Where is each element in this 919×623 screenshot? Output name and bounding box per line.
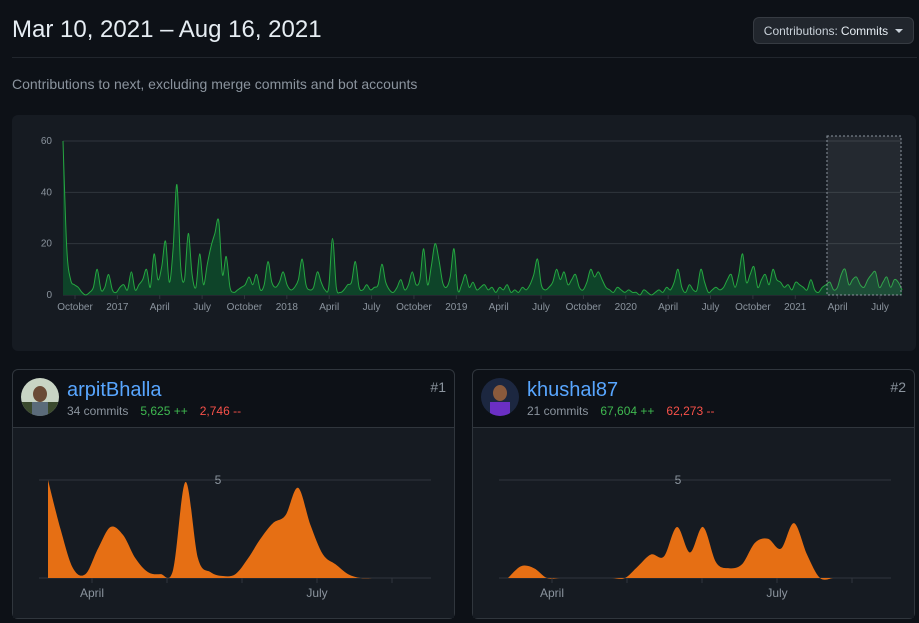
contributor-chart-svg: 5 April July — [39, 473, 431, 600]
contributions-line — [62, 140, 903, 296]
contributor-stats: 34 commits 5,625 ++ 2,746 -- — [67, 404, 241, 418]
y-tick-label: 5 — [215, 473, 222, 487]
contributor-chart-svg: 5 April July — [499, 473, 891, 600]
x-tick-label: July — [193, 302, 211, 313]
avatar[interactable] — [481, 378, 519, 416]
contributor-card-1: arpitBhalla 34 commits 5,625 ++ 2,746 -- #… — [12, 369, 455, 619]
additions-count: 67,604 ++ — [600, 404, 655, 418]
x-tick-label: April — [319, 302, 339, 313]
y-tick-label: 40 — [41, 187, 53, 198]
x-tick-label: 2018 — [276, 302, 299, 313]
deletions-count: 2,746 -- — [199, 404, 242, 418]
y-tick-label: 60 — [41, 136, 53, 147]
x-tick-label: 2021 — [784, 302, 807, 313]
page-subtitle: Contributions to next, excluding merge c… — [12, 76, 418, 92]
x-tick-label: 2019 — [445, 302, 468, 313]
commit-count[interactable]: 21 commits — [527, 404, 589, 418]
main-contributions-chart: 0 20 40 60 October 2017 April July October 2018 Ap… — [12, 115, 916, 351]
contributions-label: Contributions: — [763, 23, 838, 38]
x-tick-label: July — [532, 302, 550, 313]
x-tick-label: July — [363, 302, 381, 313]
page-title: Mar 10, 2021 – Aug 16, 2021 — [12, 16, 322, 43]
additions-count: 5,625 ++ — [140, 404, 188, 418]
contributor-rank: #1 — [430, 379, 446, 395]
contributions-area — [63, 141, 902, 296]
x-tick-label: October — [396, 302, 432, 313]
avatar[interactable] — [21, 378, 59, 416]
commit-count[interactable]: 34 commits — [67, 404, 129, 418]
x-tick-label: April — [150, 302, 170, 313]
y-tick-label: 5 — [675, 473, 682, 487]
contributor-area — [48, 480, 373, 579]
x-tick-label: October — [227, 302, 263, 313]
x-tick-label: October — [57, 302, 93, 313]
contributor-username[interactable]: khushal87 — [527, 379, 619, 401]
contributor-area — [508, 523, 833, 580]
x-tick-label: October — [566, 302, 602, 313]
contributor-stats: 21 commits 67,604 ++ 62,273 -- — [527, 404, 714, 418]
x-tick-label: July — [702, 302, 720, 313]
contributor-username[interactable]: arpitBhalla — [67, 379, 162, 401]
x-tick-label: 2020 — [615, 302, 638, 313]
caret-down-icon — [895, 28, 904, 33]
contributions-value: Commits — [840, 23, 889, 38]
x-tick-label: April — [540, 586, 564, 600]
x-tick-label: April — [658, 302, 678, 313]
x-tick-label: July — [871, 302, 889, 313]
y-tick-label: 20 — [41, 239, 53, 250]
x-tick-label: April — [828, 302, 848, 313]
y-tick-label: 0 — [46, 290, 52, 301]
contributor-chart: 5 April July — [13, 428, 454, 618]
contributor-card-2: khushal87 21 commits 67,604 ++ 62,273 -- #… — [472, 369, 915, 619]
x-tick-label: 2017 — [106, 302, 129, 313]
x-tick-label: July — [306, 586, 327, 600]
x-tick-label: April — [80, 586, 104, 600]
main-chart-svg[interactable]: 0 20 40 60 October 2017 April July October 2018 Ap… — [12, 115, 916, 351]
header-divider — [12, 57, 917, 58]
contributor-card-header: khushal87 21 commits 67,604 ++ 62,273 -- #… — [473, 370, 914, 428]
contributor-rank: #2 — [890, 379, 906, 395]
contributor-chart: 5 April July — [473, 428, 914, 618]
range-selection-brush[interactable] — [826, 135, 902, 296]
contributions-dropdown[interactable]: Contributions: Commits — [753, 17, 914, 44]
contributor-card-header: arpitBhalla 34 commits 5,625 ++ 2,746 -- #… — [13, 370, 454, 428]
deletions-count: 62,273 -- — [666, 404, 715, 418]
x-tick-label: April — [489, 302, 509, 313]
x-tick-label: July — [766, 586, 787, 600]
x-tick-label: October — [735, 302, 771, 313]
